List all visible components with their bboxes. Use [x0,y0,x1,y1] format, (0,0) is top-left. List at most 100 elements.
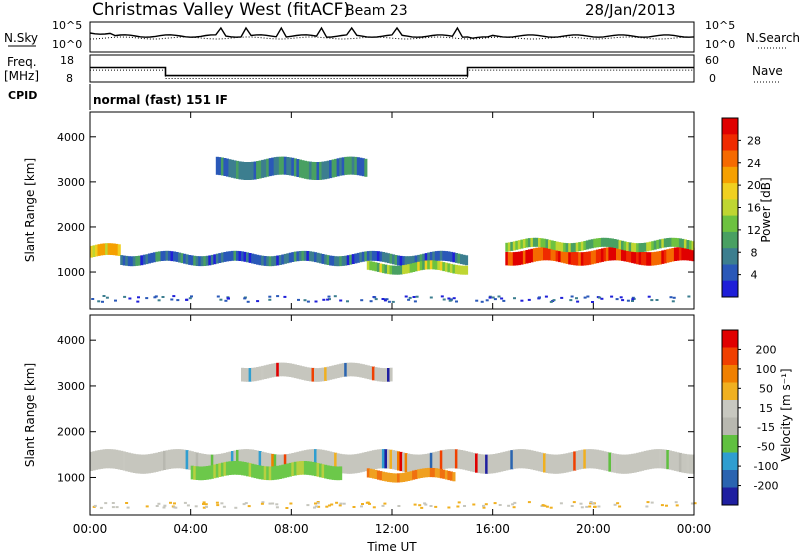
heatmap-cell [434,451,438,471]
heatmap-cell [334,256,338,267]
heatmap-cell [296,461,300,476]
heatmap-cell [540,452,544,472]
heatmap-cell [407,471,411,481]
heatmap-cell [253,367,257,382]
heatmap-cell [336,158,340,177]
heatmap-cell [439,261,443,271]
date-label: 28/Jan/2013 [585,1,676,19]
heatmap-cell [427,260,431,270]
heatmap-cell [525,250,529,264]
heatmap-cell [115,449,119,469]
heatmap-cell [183,449,187,469]
heatmap-cell [210,254,214,265]
heatmap-cell [532,248,536,262]
heatmap-cell [608,452,612,472]
power-panel-frame [89,111,695,310]
heatmap-cell [341,256,345,266]
heatmap-cell [157,251,161,262]
heatmap-cell [243,368,247,382]
heatmap-cell [434,468,438,478]
heatmap-cell [683,246,687,261]
heatmap-cell [605,451,609,472]
heatmap-cell [628,454,632,474]
heatmap-cell [482,504,485,507]
heatmap-cell [442,449,446,470]
heatmap-cell [125,452,129,472]
heatmap-cell [570,251,574,265]
heatmap-cell [296,251,300,262]
heatmap-cell [573,251,577,266]
y-tick-label: 4000 [57,131,85,144]
heatmap-cell [301,450,305,470]
heatmap-cell [132,453,136,473]
heatmap-cell [326,255,330,265]
heatmap-cell [308,461,312,476]
heatmap-cell [631,300,634,302]
heatmap-cell [575,450,579,470]
heatmap-cell [387,253,391,264]
heatmap-cell [585,449,589,469]
heatmap-cell [216,295,220,298]
heatmap-cell [150,453,154,473]
heatmap-cell [397,505,401,507]
heatmap-cell [174,506,178,509]
heatmap-cell [636,243,640,253]
heatmap-cell [618,247,622,261]
heatmap-cell [228,461,232,475]
heatmap-cell [251,449,255,469]
heatmap-cell [527,501,531,504]
heatmap-cell [322,298,326,301]
noise-search-trace [89,36,694,40]
heatmap-cell [638,251,642,265]
noise-sky-trace [89,26,695,39]
heatmap-cell [427,252,431,263]
heatmap-cell [200,256,204,267]
heatmap-cell [507,242,511,252]
heatmap-cell [495,453,499,473]
heatmap-cell [419,254,423,265]
heatmap-cell [311,449,315,469]
heatmap-cell [241,461,245,476]
heatmap-cell [223,158,227,176]
heatmap-cell [291,157,295,176]
heatmap-cell [215,156,219,175]
y-tick-label: 1000 [57,266,85,279]
heatmap-cell [296,365,300,379]
heatmap-cell [140,255,144,266]
heatmap-cell [253,161,257,180]
heatmap-cell [97,450,101,470]
heatmap-cell [248,368,252,382]
heatmap-cell [369,300,373,303]
heatmap-cell [413,300,417,303]
heatmap-cell [115,243,119,256]
heatmap-cell [544,295,548,298]
heatmap-cell [286,253,290,264]
heatmap-cell [661,238,665,248]
heatmap-cell [188,450,192,470]
heatmap-cell [256,161,260,179]
heatmap-cell [263,466,267,480]
heatmap-cell [399,265,403,275]
heatmap-cell [648,241,652,251]
heatmap-cell [354,156,358,175]
heatmap-cell [228,159,232,178]
heatmap-cell [246,368,250,382]
heatmap-cell [215,454,219,474]
heatmap-cell [127,452,131,472]
heatmap-cell [673,247,677,261]
heatmap-cell [621,299,625,302]
heatmap-cell [336,364,340,378]
heatmap-cell [404,472,408,482]
heatmap-cell [273,454,277,474]
heatmap-cell [650,501,654,504]
heatmap-cell [631,249,635,264]
heatmap-cell [236,160,240,179]
x-tick-label: 16:00 [475,522,510,536]
heatmap-cell [354,362,358,377]
heatmap-cell [236,449,240,470]
heatmap-cell [285,507,289,509]
heatmap-cell [331,255,335,266]
heatmap-cell [621,247,625,261]
heatmap-cell [266,256,270,267]
heatmap-cell [303,299,307,302]
